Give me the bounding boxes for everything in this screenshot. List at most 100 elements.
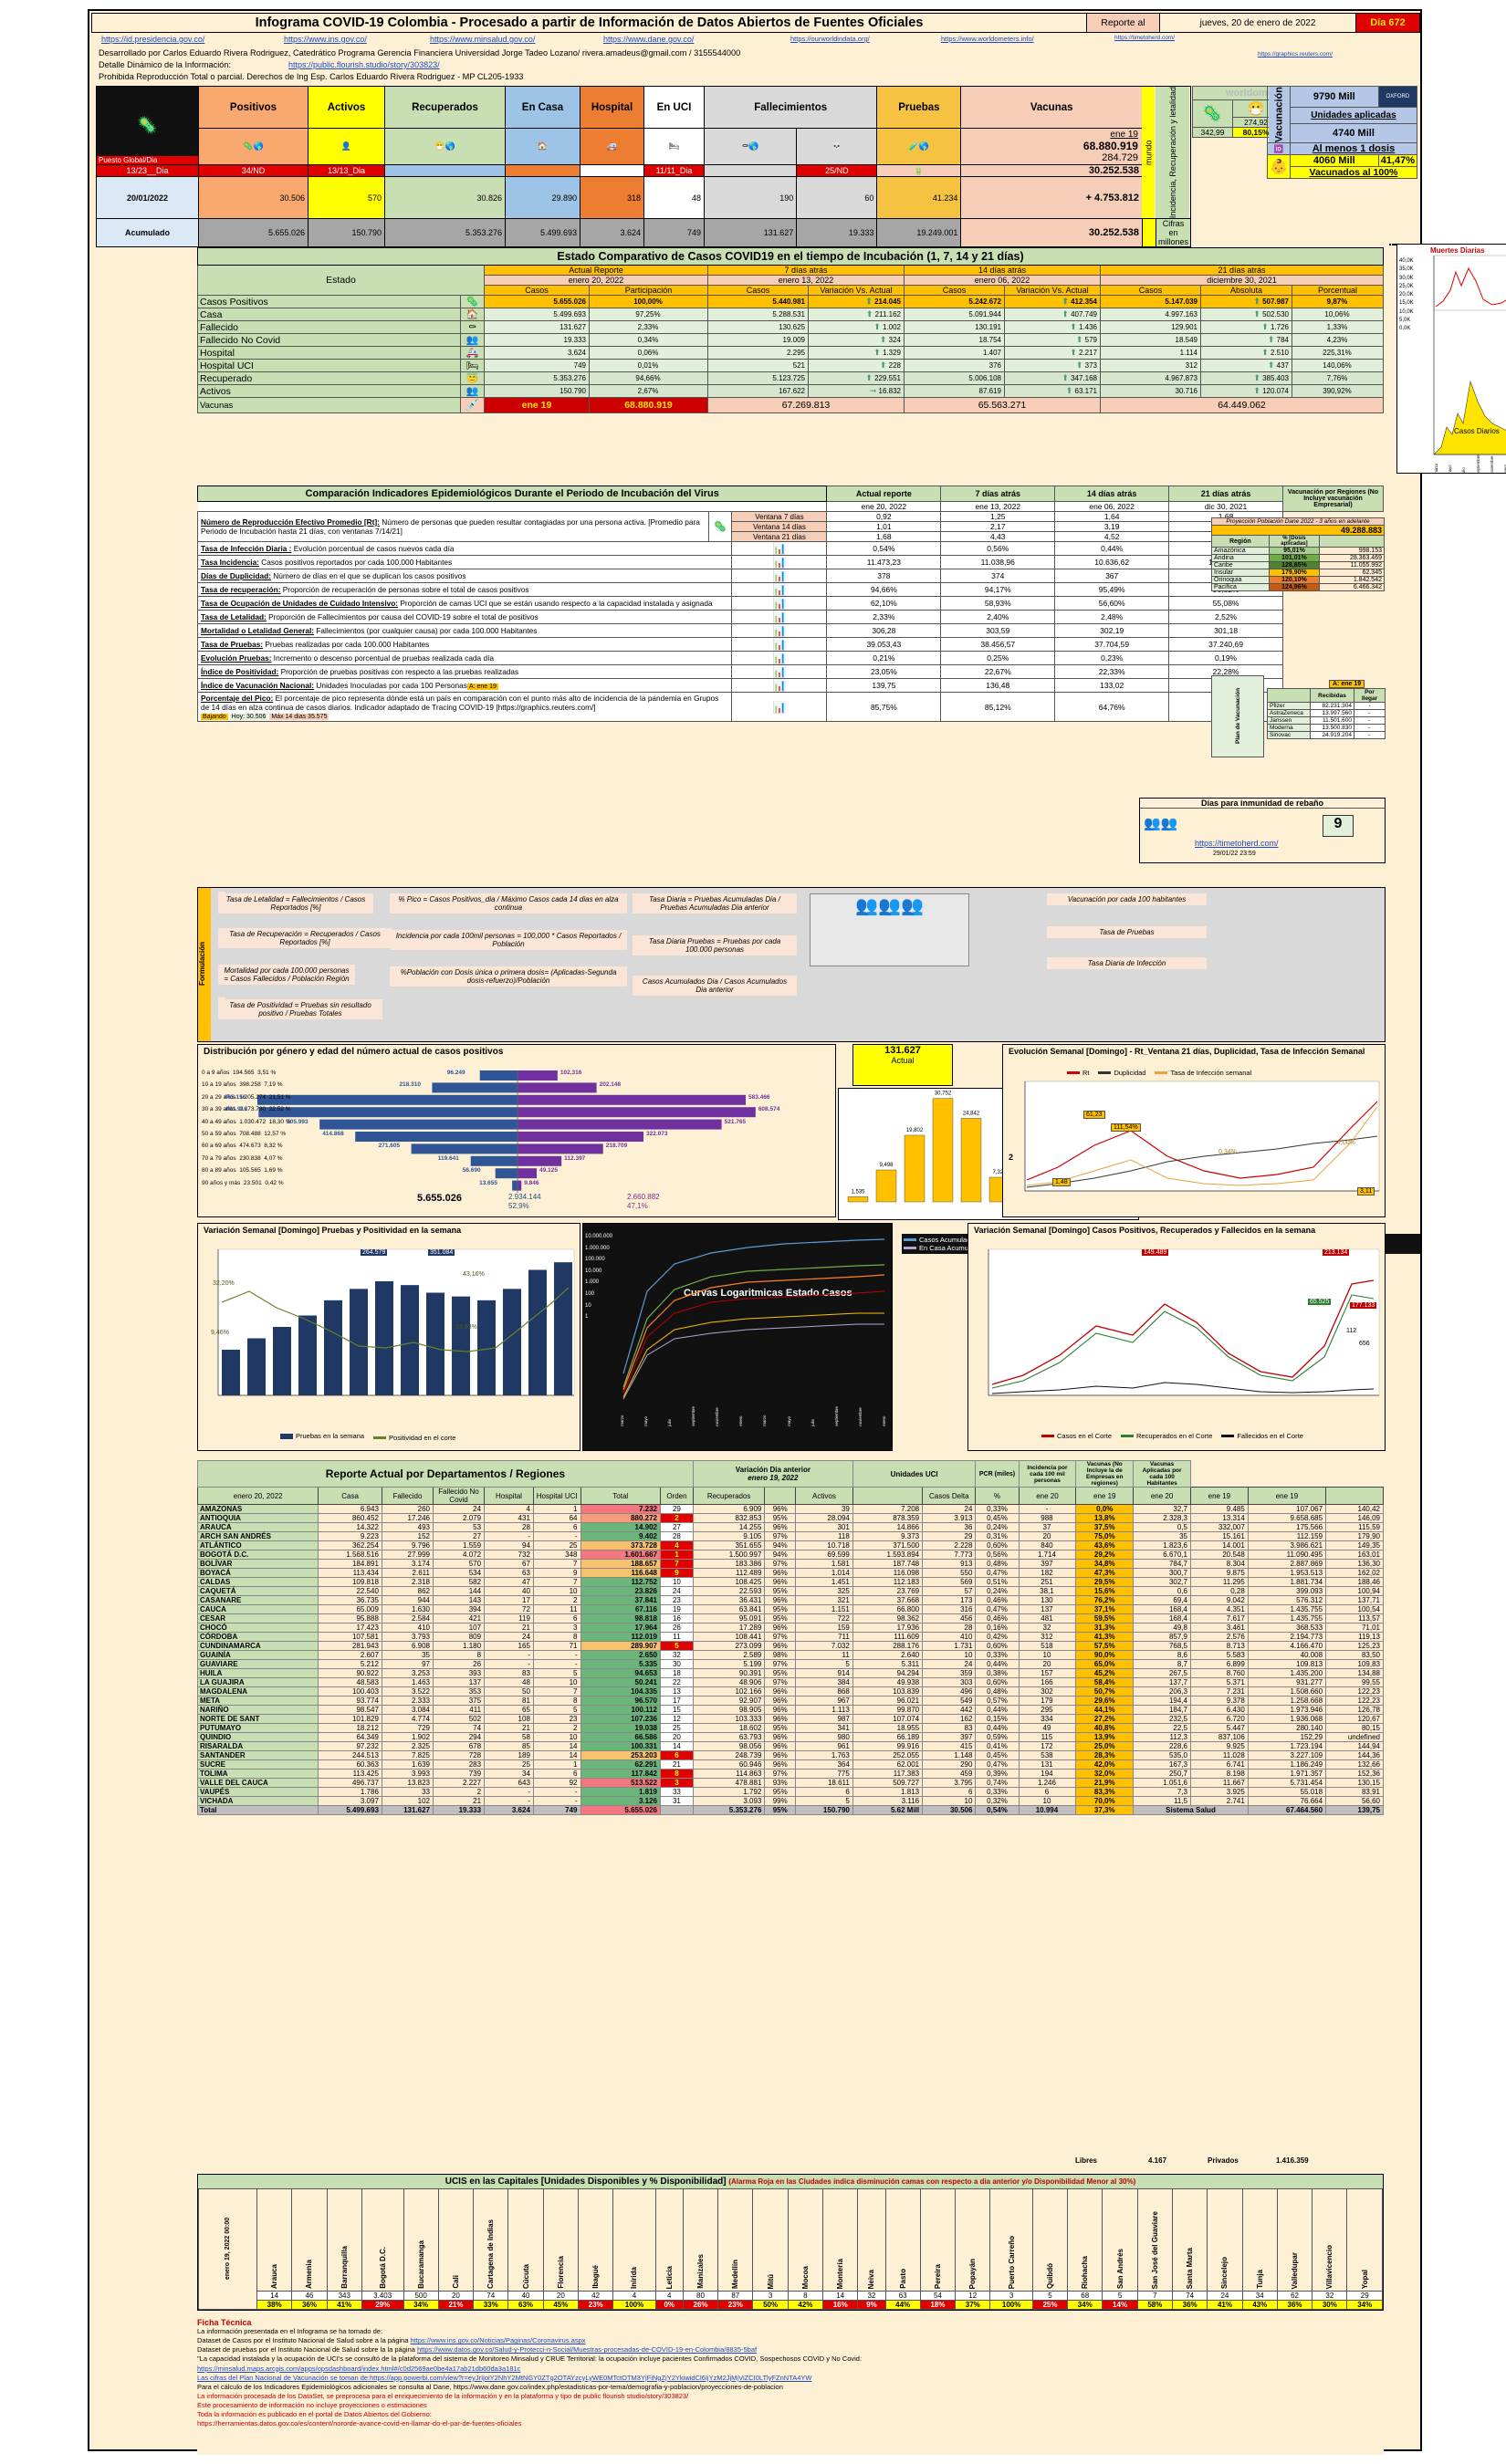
dept-casa: 17.423 bbox=[318, 1623, 382, 1633]
dept-delta-total: 117.383 bbox=[852, 1769, 924, 1779]
dept-casos-delta: 173 bbox=[922, 1595, 977, 1605]
dept-vac-hab: 115,59 bbox=[1325, 1522, 1384, 1532]
ficha-link[interactable]: https://www.ins.gov.co/Noticias/Paginas/… bbox=[410, 2336, 586, 2345]
dept-vac-hab: 144,36 bbox=[1325, 1750, 1384, 1760]
estado-v7: ➞ 16.832 bbox=[808, 384, 905, 398]
formula-pico: % Pico = Casos Positivos_dia / Máximo Ca… bbox=[390, 893, 627, 914]
capital-name: Quibdó bbox=[1031, 2188, 1069, 2292]
dept-activos: 39 bbox=[795, 1504, 853, 1514]
link-timetoherd[interactable]: https://timetoherd.com/ bbox=[1114, 35, 1176, 41]
dept-rec-pct: 96% bbox=[764, 1705, 797, 1715]
dept-col-activos: Activos bbox=[795, 1487, 853, 1505]
trend-arrow-icon: ⬆ bbox=[1065, 386, 1073, 395]
link-minsalud[interactable]: https://www.minsalud.gov.co/ bbox=[430, 35, 536, 44]
estado-c0: 131.627 bbox=[484, 320, 590, 334]
dept-orden: 14 bbox=[659, 1741, 694, 1751]
estado-p0: 94,66% bbox=[589, 371, 708, 385]
dept-delta-total: 23.769 bbox=[852, 1586, 924, 1596]
vac-regiones-table: Proyección Población Dane 2022 - 3 años … bbox=[1211, 517, 1385, 591]
dept-orden: 18 bbox=[659, 1668, 694, 1678]
formula-dosis: %Población con Dosis única o primera dos… bbox=[390, 966, 627, 987]
dept-casos-delta: 549 bbox=[922, 1696, 977, 1706]
link-flourish[interactable]: https://public.flourish.studio/story/303… bbox=[288, 60, 440, 69]
ficha-line: Toda la información es publicado en el p… bbox=[197, 2410, 432, 2419]
dept-fnc: 74 bbox=[432, 1723, 486, 1733]
dept-vacunas: 112.159 bbox=[1247, 1531, 1327, 1541]
indicador-value: 37.704,59 bbox=[1054, 637, 1170, 652]
dept-vacunas: 3.227.109 bbox=[1247, 1750, 1327, 1760]
kpi-spacer-1 bbox=[1141, 218, 1156, 248]
persons-illustration: 👥👥👥 bbox=[810, 893, 969, 966]
link-ins[interactable]: https://www.ins.gov.co/ bbox=[284, 35, 367, 44]
dept-pcr: 69,4 bbox=[1133, 1595, 1191, 1605]
casos-label-3: 65.525 bbox=[1308, 1299, 1332, 1305]
curvas-xaxis: marzo mayo julio septiembre noviembre enero… bbox=[620, 1406, 886, 1426]
pruebas-bar bbox=[273, 1327, 291, 1395]
capital-units: 8 bbox=[787, 2291, 824, 2301]
dept-pcr: 768,5 bbox=[1133, 1641, 1191, 1651]
lab-row: Moderna 13.500.830- bbox=[1267, 724, 1386, 732]
dept-delta-total: 99.870 bbox=[852, 1705, 924, 1715]
dept-activos: 967 bbox=[795, 1696, 853, 1706]
dept-casa: 113.425 bbox=[318, 1769, 382, 1779]
evolucion-yleft: 2 bbox=[1009, 1153, 1014, 1162]
pruebas-bar bbox=[426, 1292, 444, 1395]
dept-incidencia: 2.576 bbox=[1189, 1632, 1249, 1642]
p2-sub-1: Variación Vs. Actual bbox=[1004, 285, 1101, 296]
dept-uci-capacidad: 131 bbox=[1018, 1759, 1077, 1770]
dept-fnc: 1.559 bbox=[432, 1540, 486, 1550]
dept-fnc: 144 bbox=[432, 1586, 486, 1596]
p1-sub-1: Variación Vs. Actual bbox=[808, 285, 905, 296]
dept-incidencia: 6.741 bbox=[1189, 1759, 1249, 1770]
dept-rec-pct: 94% bbox=[764, 1550, 797, 1560]
ficha-link[interactable]: https://minsalud.maps.arcgis.com/apps/op… bbox=[197, 2364, 521, 2373]
dept-activos: 1.151 bbox=[795, 1604, 853, 1614]
link-dane[interactable]: https://www.dane.gov.co/ bbox=[603, 35, 695, 44]
pyramid-left-value: 665.156 bbox=[224, 1093, 246, 1101]
link-presidencia[interactable]: https://id.presidencia.gov.co/ bbox=[101, 35, 205, 44]
pyramid-right-value: 583.466 bbox=[748, 1093, 770, 1101]
pyramid-bar-right bbox=[518, 1107, 756, 1118]
pyramid-left-value: 119.641 bbox=[437, 1154, 459, 1162]
dept-pcr: 49,8 bbox=[1133, 1623, 1191, 1633]
capital-name: Bucaramanga bbox=[403, 2188, 439, 2292]
pyramid-bar-left bbox=[258, 1107, 518, 1118]
table-row: CÓRDOBA 107.581 3.793 809 24 8 112.019 11 108.44… bbox=[196, 1632, 1384, 1642]
dept-casos-delta: 1.148 bbox=[922, 1750, 977, 1760]
dept-name: HUILA bbox=[196, 1668, 319, 1678]
dept-rec-pct: 96% bbox=[764, 1696, 797, 1706]
dept-casos-delta: 456 bbox=[922, 1613, 977, 1624]
dept-casa: 22.540 bbox=[318, 1586, 382, 1596]
link-reuters[interactable]: https://graphics.reuters.com/ bbox=[1258, 51, 1333, 57]
world-vac-2-label: Vacunados al 100% bbox=[1289, 166, 1418, 180]
pyramid-bar-left bbox=[512, 1180, 518, 1191]
link-ourworldindata[interactable]: https://ourworldindata.org/ bbox=[790, 35, 870, 43]
dept-pcr: 784,7 bbox=[1133, 1559, 1191, 1569]
indicador-value: 22,67% bbox=[940, 664, 1056, 679]
dept-casos-delta: 913 bbox=[922, 1559, 977, 1569]
rights-line: Prohibida Reproducción Total o parcial. … bbox=[99, 72, 524, 81]
dept-delta-total: 2.640 bbox=[852, 1650, 924, 1660]
link-timetoherd-2[interactable]: https://timetoherd.com/ bbox=[1195, 839, 1279, 848]
table-row: BOGOTÁ D.C. 1.568.516 27.999 4.072 732 348 1.6… bbox=[196, 1550, 1384, 1560]
dept-recuperados: 18.602 bbox=[692, 1723, 766, 1733]
dept-col-capacidad: ene 20 bbox=[1018, 1487, 1077, 1505]
dept-hospital: 189 bbox=[484, 1750, 534, 1760]
capital-pct: 50% bbox=[752, 2300, 789, 2310]
acc-activos: 150.790 bbox=[308, 218, 385, 248]
estado-row-name: Fallecido No Covid bbox=[197, 333, 461, 347]
capital-units: 3.403 bbox=[361, 2291, 404, 2301]
link-worldometers[interactable]: https://www.worldometers.info/ bbox=[941, 35, 1034, 43]
dept-activos: 868 bbox=[795, 1686, 853, 1697]
dept-casos-delta: 24 bbox=[922, 1659, 977, 1669]
dept-uci-capacidad: 334 bbox=[1018, 1714, 1077, 1724]
dept-rec-pct: 97% bbox=[764, 1531, 797, 1541]
edad-bar-value: 1,535 bbox=[851, 1189, 865, 1195]
ficha-link[interactable]: https://www.datos.gov.co/Salud-y-Protecc… bbox=[417, 2345, 758, 2354]
dept-incidencia: 6.899 bbox=[1189, 1659, 1249, 1669]
dept-uci-disponible: 25,0% bbox=[1075, 1741, 1135, 1751]
ficha-link[interactable]: Las cifras del Plan Nacional de Vacunaci… bbox=[197, 2373, 812, 2382]
dept-activos: 722 bbox=[795, 1613, 853, 1624]
estado-abs: ⬆ 784 bbox=[1200, 333, 1292, 347]
icu-bed-icon: 🛏 bbox=[643, 128, 705, 166]
